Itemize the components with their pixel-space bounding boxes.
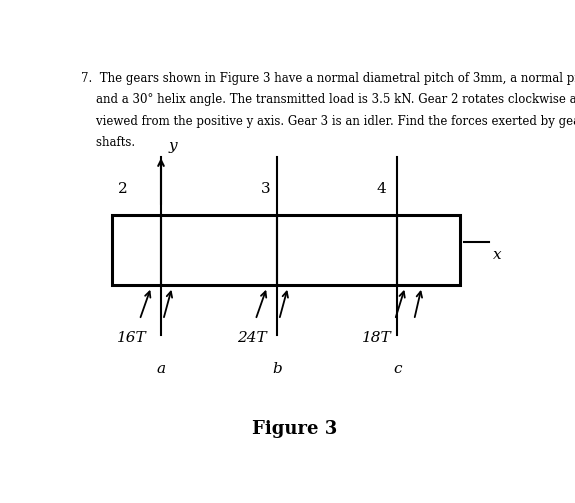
Text: 18T: 18T (362, 331, 391, 346)
Text: b: b (272, 363, 282, 376)
Bar (397, 215, 459, 285)
Text: 4: 4 (377, 182, 386, 196)
Text: viewed from the positive y axis. Gear 3 is an idler. Find the forces exerted by : viewed from the positive y axis. Gear 3 … (81, 115, 575, 128)
Text: shafts.: shafts. (81, 136, 135, 149)
Bar (277, 215, 397, 285)
Text: y: y (169, 139, 178, 153)
Text: 7.  The gears shown in Figure 3 have a normal diametral pitch of 3mm, a normal p: 7. The gears shown in Figure 3 have a no… (81, 72, 575, 85)
Text: 2: 2 (118, 182, 128, 196)
Text: 3: 3 (261, 182, 270, 196)
Text: a: a (156, 363, 166, 376)
Text: 16T: 16T (116, 331, 146, 346)
Bar (112, 215, 161, 285)
Text: x: x (493, 248, 501, 262)
Bar (161, 215, 277, 285)
Text: Figure 3: Figure 3 (252, 420, 338, 438)
Text: and a 30° helix angle. The transmitted load is 3.5 kN. Gear 2 rotates clockwise : and a 30° helix angle. The transmitted l… (81, 93, 575, 106)
Text: c: c (393, 363, 401, 376)
Bar (112, 215, 459, 285)
Text: 24T: 24T (237, 331, 266, 346)
